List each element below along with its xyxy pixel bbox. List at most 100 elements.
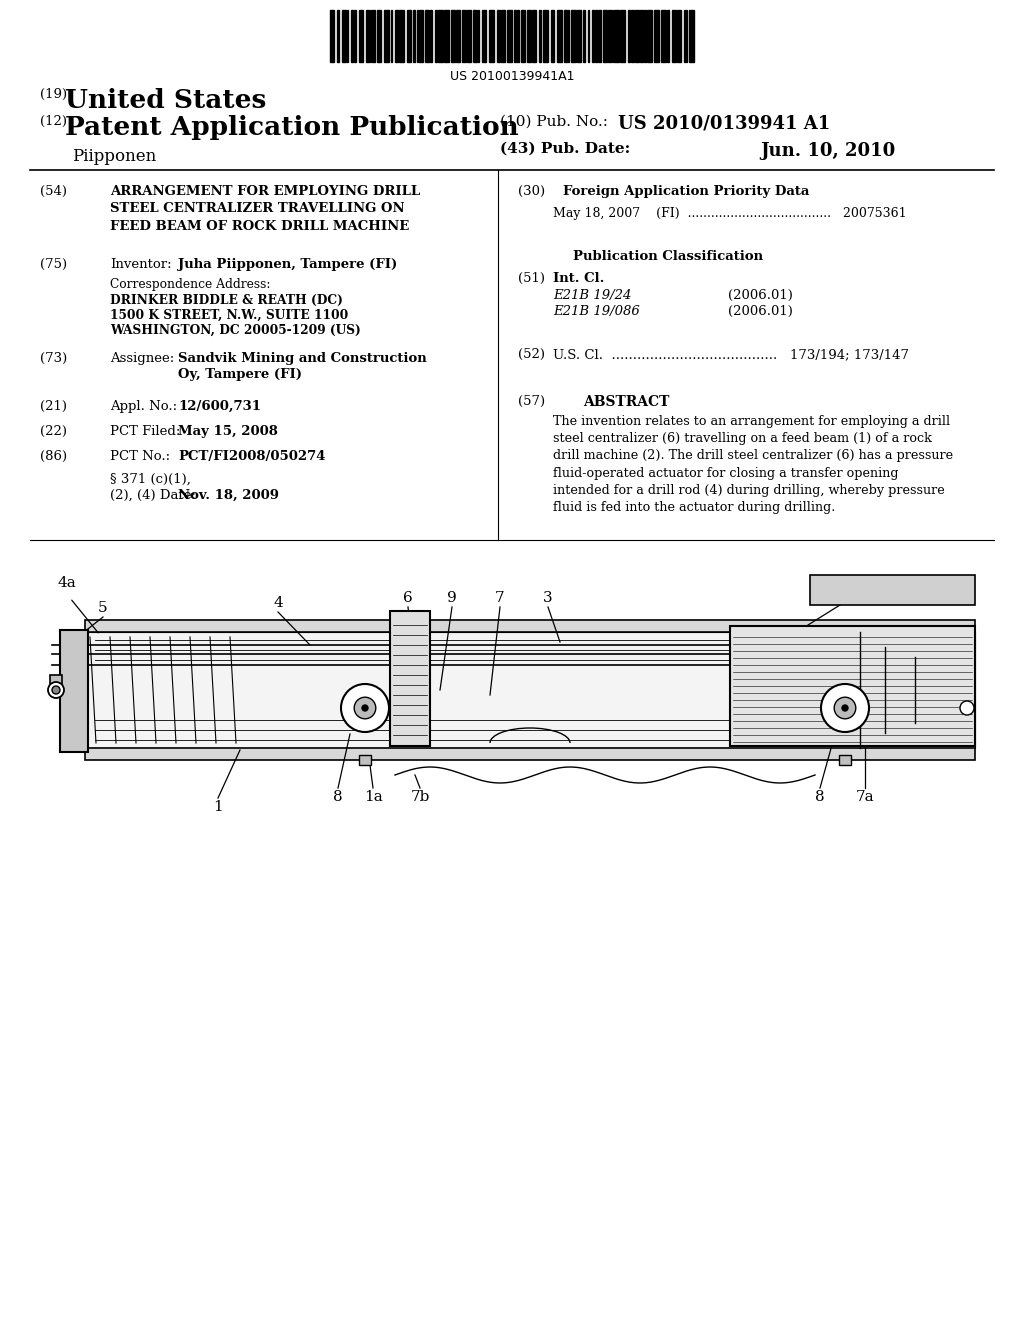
- Circle shape: [354, 697, 376, 719]
- Bar: [497, 11, 500, 62]
- Text: ARRANGEMENT FOR EMPLOYING DRILL
STEEL CENTRALIZER TRAVELLING ON
FEED BEAM OF ROC: ARRANGEMENT FOR EMPLOYING DRILL STEEL CE…: [110, 185, 420, 234]
- Bar: [425, 11, 429, 62]
- Bar: [532, 11, 536, 62]
- Text: 5: 5: [98, 601, 108, 615]
- Text: ABSTRACT: ABSTRACT: [583, 395, 670, 409]
- Text: Correspondence Address:: Correspondence Address:: [110, 279, 270, 290]
- Bar: [395, 11, 398, 62]
- Text: PCT/FI2008/050274: PCT/FI2008/050274: [178, 450, 326, 463]
- Bar: [635, 11, 639, 62]
- Text: (2006.01): (2006.01): [728, 305, 793, 318]
- Text: (19): (19): [40, 88, 68, 102]
- Bar: [456, 11, 460, 62]
- Bar: [390, 611, 430, 746]
- Bar: [462, 11, 466, 62]
- Bar: [677, 11, 681, 62]
- Text: E21B 19/24: E21B 19/24: [553, 289, 632, 302]
- Text: US 2010/0139941 A1: US 2010/0139941 A1: [618, 115, 830, 133]
- Bar: [564, 11, 567, 62]
- Text: Oy, Tampere (FI): Oy, Tampere (FI): [178, 368, 302, 381]
- Bar: [839, 755, 851, 766]
- Text: (51): (51): [518, 272, 545, 285]
- Bar: [539, 11, 541, 62]
- Text: (43) Pub. Date:: (43) Pub. Date:: [500, 143, 630, 156]
- Text: 7: 7: [496, 591, 505, 605]
- Text: (21): (21): [40, 400, 67, 413]
- Text: (12): (12): [40, 115, 67, 128]
- Bar: [444, 11, 449, 62]
- Text: (75): (75): [40, 257, 68, 271]
- Bar: [598, 11, 601, 62]
- Text: (2006.01): (2006.01): [728, 289, 793, 302]
- Text: WASHINGTON, DC 20005-1209 (US): WASHINGTON, DC 20005-1209 (US): [110, 323, 360, 337]
- Bar: [430, 11, 432, 62]
- Text: (22): (22): [40, 425, 67, 438]
- Bar: [551, 11, 554, 62]
- Bar: [667, 11, 669, 62]
- Text: Jun. 10, 2010: Jun. 10, 2010: [760, 143, 895, 160]
- Text: Foreign Application Priority Data: Foreign Application Priority Data: [563, 185, 809, 198]
- Text: Nov. 18, 2009: Nov. 18, 2009: [178, 488, 279, 502]
- Bar: [810, 576, 975, 605]
- Text: (86): (86): [40, 450, 68, 463]
- Bar: [514, 11, 516, 62]
- Text: § 371 (c)(1),: § 371 (c)(1),: [110, 473, 190, 486]
- Text: United States: United States: [65, 88, 266, 114]
- Bar: [595, 11, 597, 62]
- Bar: [620, 11, 625, 62]
- Bar: [473, 11, 477, 62]
- Text: 2: 2: [850, 578, 860, 591]
- Bar: [571, 11, 575, 62]
- Text: 1500 K STREET, N.W., SUITE 1100: 1500 K STREET, N.W., SUITE 1100: [110, 309, 348, 322]
- Bar: [628, 11, 630, 62]
- Text: 1a: 1a: [364, 789, 382, 804]
- Text: Piipponen: Piipponen: [72, 148, 157, 165]
- Bar: [337, 11, 339, 62]
- Bar: [689, 11, 694, 62]
- Bar: [85, 620, 975, 632]
- Text: US 20100139941A1: US 20100139941A1: [450, 70, 574, 83]
- Text: 7a: 7a: [856, 789, 874, 804]
- Bar: [614, 11, 618, 62]
- Bar: [521, 11, 525, 62]
- Text: (52): (52): [518, 348, 545, 360]
- Text: PCT Filed:: PCT Filed:: [110, 425, 180, 438]
- Bar: [50, 675, 62, 685]
- Bar: [399, 11, 404, 62]
- Bar: [557, 11, 562, 62]
- Text: 9: 9: [447, 591, 457, 605]
- Text: (10) Pub. No.:: (10) Pub. No.:: [500, 115, 613, 129]
- Bar: [467, 11, 471, 62]
- Bar: [577, 11, 581, 62]
- Text: (73): (73): [40, 352, 68, 366]
- Bar: [359, 11, 362, 62]
- Bar: [85, 632, 975, 748]
- Bar: [672, 11, 676, 62]
- Text: Inventor:: Inventor:: [110, 257, 172, 271]
- Bar: [603, 11, 607, 62]
- Circle shape: [821, 684, 869, 733]
- Text: Assignee:: Assignee:: [110, 352, 174, 366]
- Text: (54): (54): [40, 185, 67, 198]
- Bar: [482, 11, 486, 62]
- Text: (57): (57): [518, 395, 545, 408]
- Bar: [489, 11, 494, 62]
- Bar: [384, 11, 389, 62]
- Bar: [608, 11, 611, 62]
- Text: DRINKER BIDDLE & REATH (DC): DRINKER BIDDLE & REATH (DC): [110, 294, 343, 308]
- Text: 3: 3: [543, 591, 553, 605]
- Text: Int. Cl.: Int. Cl.: [553, 272, 604, 285]
- Bar: [640, 11, 643, 62]
- Bar: [501, 11, 505, 62]
- Circle shape: [341, 684, 389, 733]
- Text: (30): (30): [518, 185, 545, 198]
- Text: 7b: 7b: [411, 789, 430, 804]
- Bar: [654, 11, 659, 62]
- Text: Patent Application Publication: Patent Application Publication: [65, 115, 519, 140]
- Bar: [517, 11, 519, 62]
- Circle shape: [48, 682, 63, 698]
- Bar: [419, 11, 423, 62]
- Text: PCT No.:: PCT No.:: [110, 450, 170, 463]
- Text: 4: 4: [273, 597, 283, 610]
- Text: Appl. No.:: Appl. No.:: [110, 400, 177, 413]
